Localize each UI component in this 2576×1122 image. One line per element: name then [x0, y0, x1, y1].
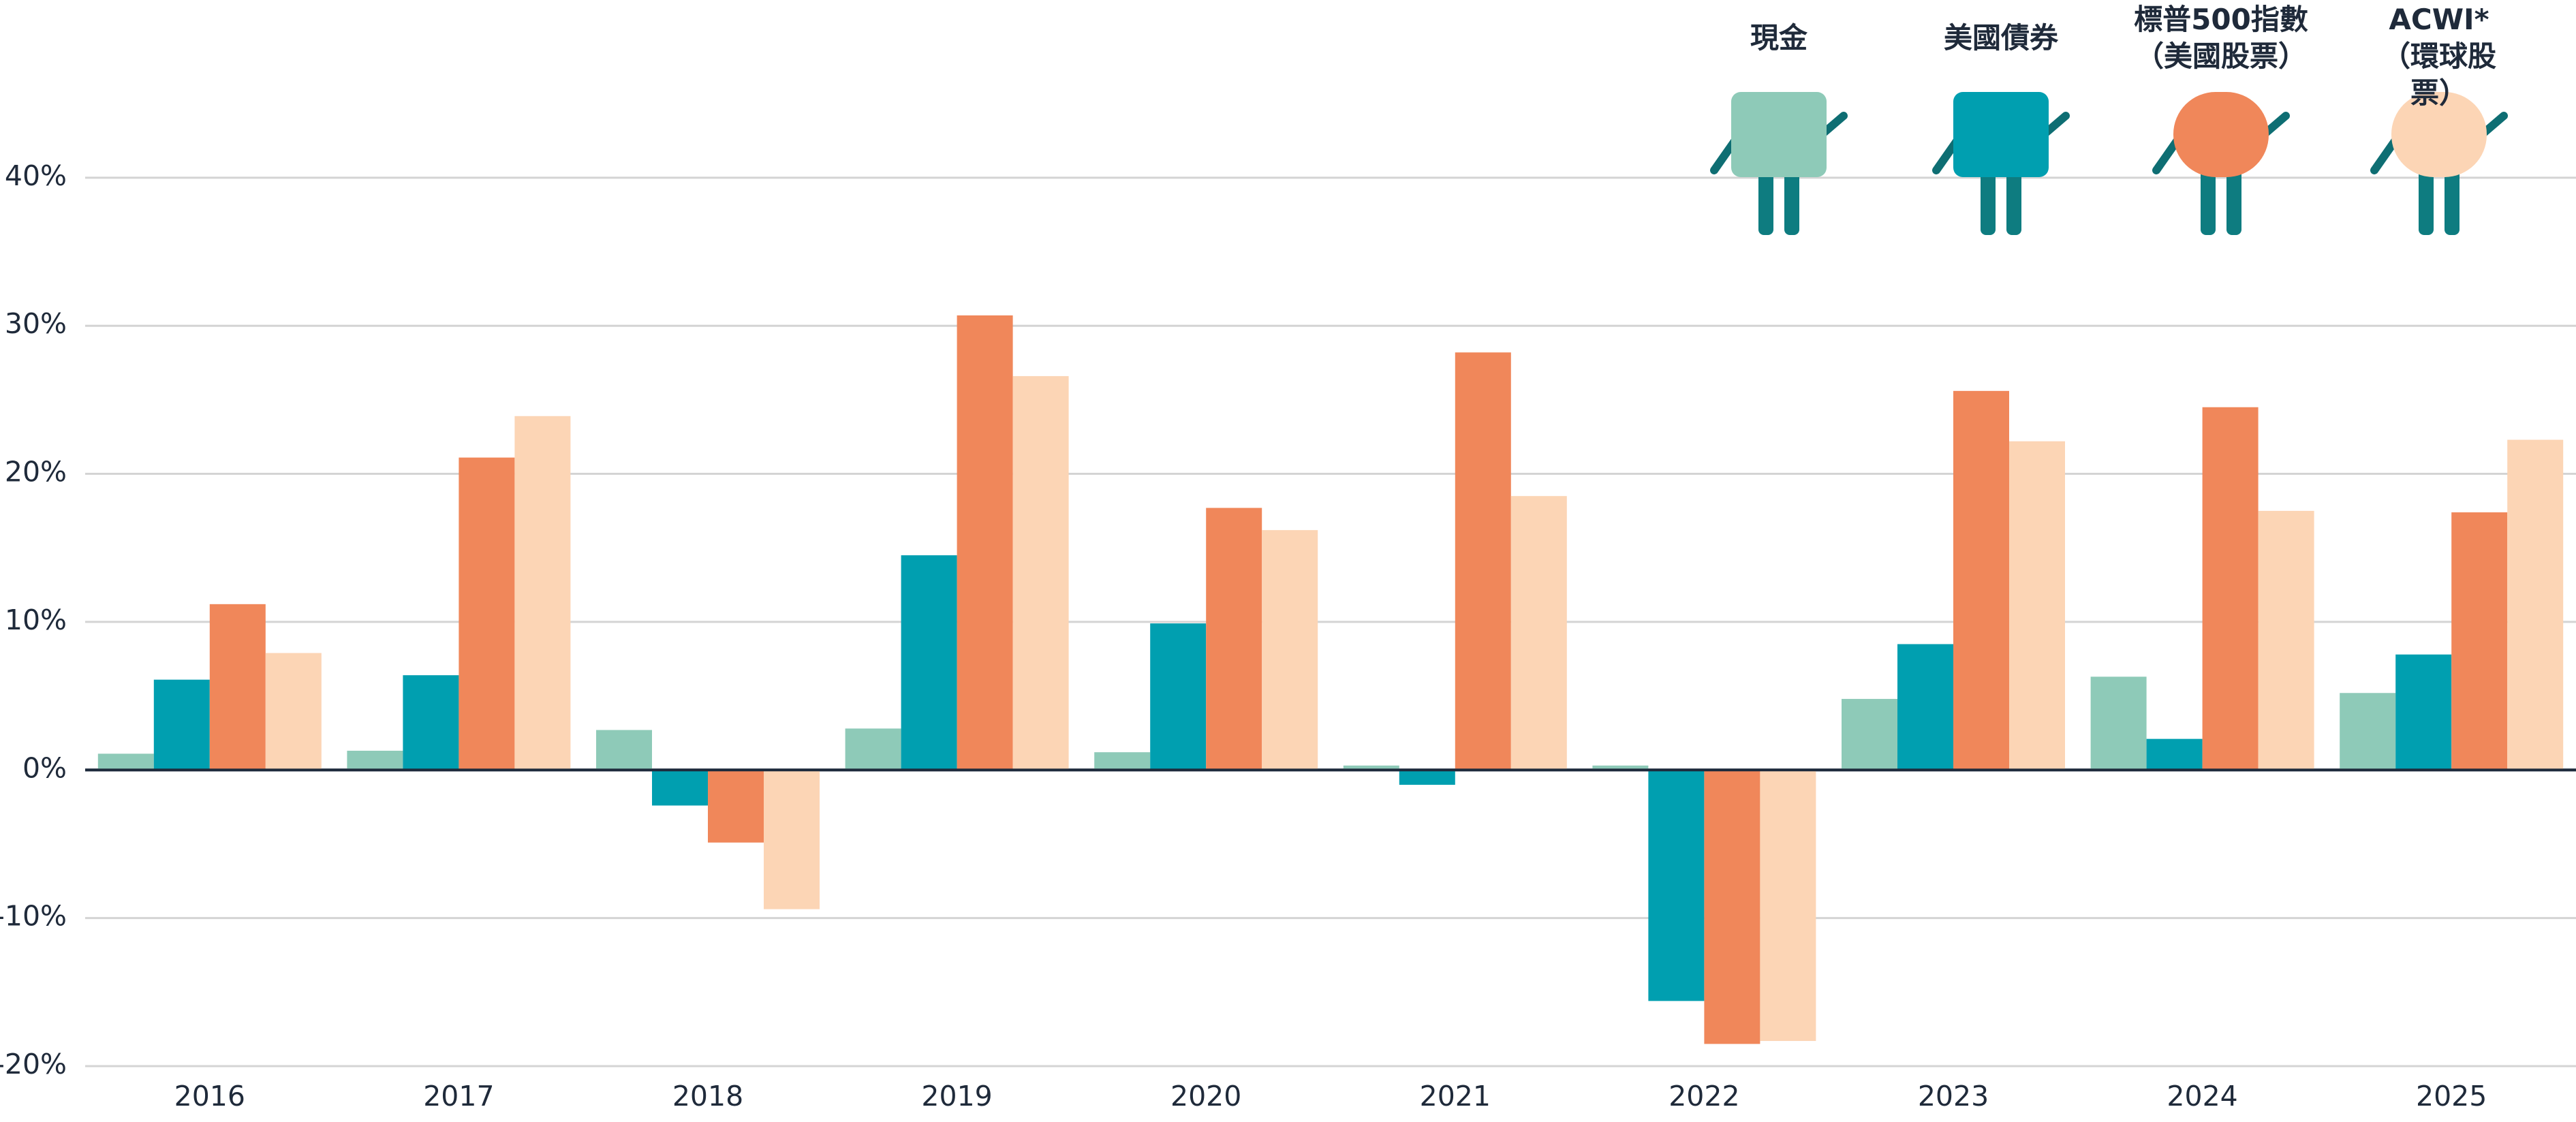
icon-leg	[2419, 163, 2434, 235]
x-tick-label: 2019	[921, 1080, 992, 1112]
bar	[901, 555, 957, 770]
icon-leg	[2226, 163, 2241, 235]
bar	[2507, 439, 2564, 770]
icon-body	[2173, 92, 2269, 177]
bar	[1262, 530, 1318, 770]
x-tick-label: 2021	[1420, 1080, 1491, 1112]
icon-body	[1953, 92, 2049, 177]
legend-icon	[2152, 92, 2290, 235]
icon-leg	[1784, 163, 1799, 235]
x-tick-label: 2018	[672, 1080, 743, 1112]
y-tick-label: -10%	[0, 900, 67, 933]
bar	[1897, 644, 1953, 770]
x-tick-label: 2023	[1918, 1080, 1989, 1112]
bar	[1510, 496, 1567, 770]
bar	[596, 730, 652, 770]
bar	[708, 770, 764, 843]
bar	[1150, 623, 1207, 770]
bar	[1648, 770, 1705, 1001]
y-tick-label: 20%	[5, 456, 67, 488]
legend-label: MSCI ACWI* （環球股票）	[2381, 3, 2496, 110]
legend-icon	[1932, 92, 2070, 235]
x-tick-label: 2025	[2416, 1080, 2487, 1112]
legend-label: 美國債券	[1943, 21, 2059, 54]
bar	[1455, 352, 1511, 770]
bar	[764, 770, 820, 909]
bar	[265, 653, 322, 770]
icon-leg	[2201, 163, 2216, 235]
bar	[2340, 693, 2396, 770]
bar	[459, 457, 515, 770]
icon-leg	[1758, 163, 1773, 235]
bar	[209, 604, 266, 770]
icon-leg	[2445, 163, 2459, 235]
bar	[2451, 512, 2508, 770]
bar	[957, 315, 1013, 770]
bar	[2258, 510, 2314, 770]
x-tick-label: 2016	[174, 1080, 245, 1112]
x-tick-label: 2024	[2167, 1080, 2237, 1112]
y-tick-label: -20%	[0, 1048, 67, 1080]
bar	[845, 728, 901, 770]
icon-leg	[1981, 163, 1996, 235]
legend-icon	[2370, 92, 2508, 235]
y-tick-label: 30%	[5, 307, 67, 340]
bar	[2009, 441, 2065, 770]
bar	[1012, 376, 1069, 770]
bar	[652, 770, 708, 806]
bar	[1953, 390, 2009, 770]
y-tick-label: 0%	[22, 751, 67, 784]
bar	[403, 675, 459, 770]
y-tick-label: 40%	[5, 159, 67, 192]
y-tick-label: 10%	[5, 604, 67, 636]
bar	[1704, 770, 1760, 1044]
icon-body	[2391, 92, 2487, 177]
x-tick-label: 2017	[423, 1080, 494, 1112]
bar	[2090, 676, 2147, 770]
bar	[2146, 738, 2203, 770]
x-tick-label: 2022	[1669, 1080, 1739, 1112]
bar	[1399, 770, 1455, 785]
bar	[347, 751, 403, 770]
bar	[1206, 508, 1262, 770]
legend-label: 標普500指數 （美國股票）	[2134, 3, 2308, 73]
legend-label: 現金	[1750, 21, 1808, 54]
icon-body	[1731, 92, 1827, 177]
bar	[97, 753, 154, 770]
bar	[1094, 752, 1151, 770]
bar	[514, 416, 571, 770]
legend-icon	[1710, 92, 1848, 235]
bar	[1592, 765, 1649, 770]
bar	[1842, 698, 1897, 770]
x-tick-label: 2020	[1170, 1080, 1241, 1112]
bar	[1760, 770, 1816, 1042]
bar	[2202, 407, 2259, 770]
icon-leg	[2006, 163, 2021, 235]
bar	[1343, 765, 1399, 770]
bar	[153, 679, 210, 770]
bar	[2395, 654, 2452, 770]
